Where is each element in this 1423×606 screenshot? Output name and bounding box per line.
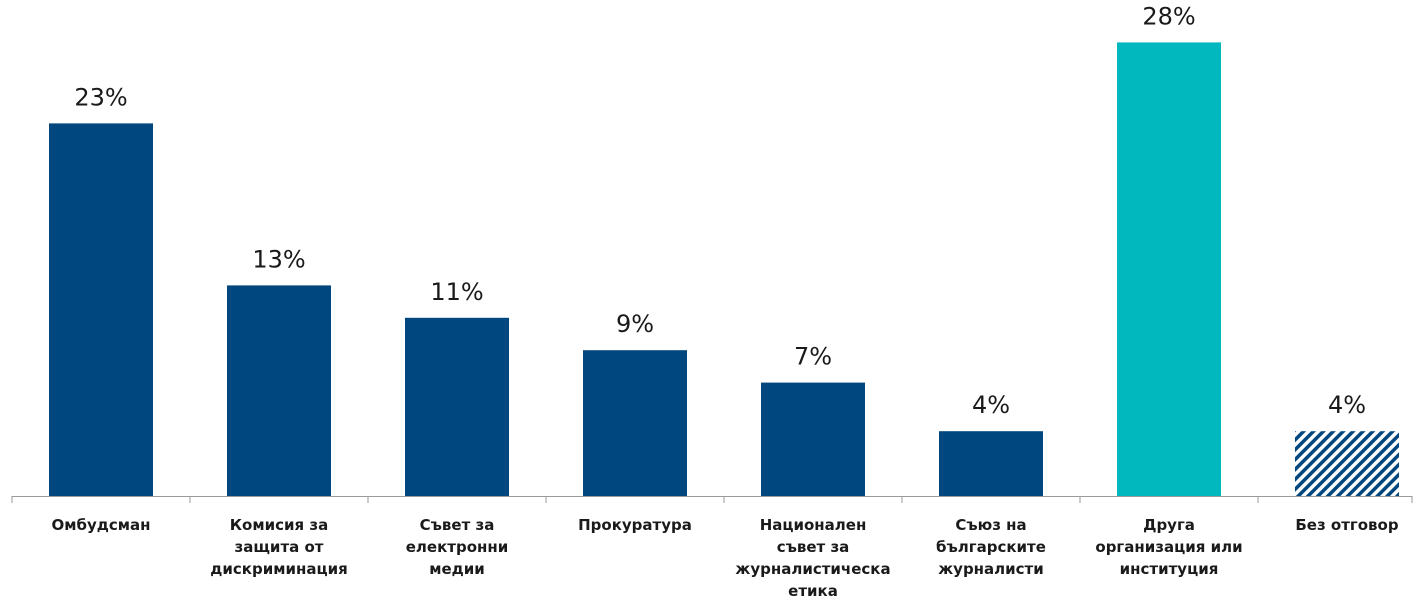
category-label-line: етика	[788, 582, 838, 600]
category-label-line: съвет за	[777, 538, 850, 556]
category-label-line: медии	[429, 560, 485, 578]
category-label-line: електронни	[406, 538, 509, 556]
x-axis	[11, 496, 1413, 503]
bar-0	[49, 123, 153, 497]
category-label-5: Съюз на българските журналисти	[936, 516, 1046, 578]
value-label-4: 7%	[794, 343, 832, 371]
bar-3	[583, 350, 687, 496]
bar-6	[1117, 42, 1221, 497]
category-label-4: Национален съвет за журналистическа етика	[735, 516, 890, 600]
value-label-2: 11%	[430, 278, 483, 306]
category-label-line: Съвет за	[420, 516, 495, 534]
category-label-line: Съюз на	[955, 516, 1026, 534]
category-label-0: Омбудсман	[51, 516, 150, 534]
category-label-line: Без отговор	[1295, 516, 1398, 534]
value-label-0: 23%	[74, 83, 127, 111]
category-label-line: защита от	[235, 538, 324, 556]
category-label-line: институция	[1120, 560, 1219, 578]
value-label-1: 13%	[252, 245, 305, 273]
category-label-3: Прокуратура	[578, 516, 692, 534]
category-label-line: Комисия за	[230, 516, 328, 534]
bar-5	[939, 431, 1043, 496]
value-labels-group: 23% 13% 11% 9% 7% 4% 28% 4%	[74, 2, 1366, 419]
category-label-line: дискриминация	[210, 560, 347, 578]
category-label-line: организация или	[1095, 538, 1242, 556]
value-label-7: 4%	[1328, 391, 1366, 419]
category-label-line: Прокуратура	[578, 516, 692, 534]
category-label-line: българските	[936, 538, 1046, 556]
value-label-6: 28%	[1142, 2, 1195, 30]
category-label-line: Омбудсман	[51, 516, 150, 534]
category-labels-group: Омбудсман Комисия за защита от дискриминаци…	[51, 516, 1398, 600]
category-label-2: Съвет за електронни медии	[406, 516, 509, 578]
bars-group	[49, 42, 1399, 497]
category-label-7: Без отговор	[1295, 516, 1398, 534]
bar-2	[405, 317, 509, 496]
category-label-line: журналисти	[938, 560, 1044, 578]
bar-4	[761, 382, 865, 496]
bar-7	[1295, 431, 1399, 496]
category-label-line: Друга	[1143, 516, 1195, 534]
category-label-1: Комисия за защита от дискриминация	[210, 516, 347, 578]
category-label-6: Друга организация или институция	[1095, 516, 1242, 578]
category-label-line: журналистическа	[735, 560, 890, 578]
category-label-line: Национален	[760, 516, 867, 534]
bar-1	[227, 285, 331, 496]
value-label-5: 4%	[972, 391, 1010, 419]
value-label-3: 9%	[616, 310, 654, 338]
